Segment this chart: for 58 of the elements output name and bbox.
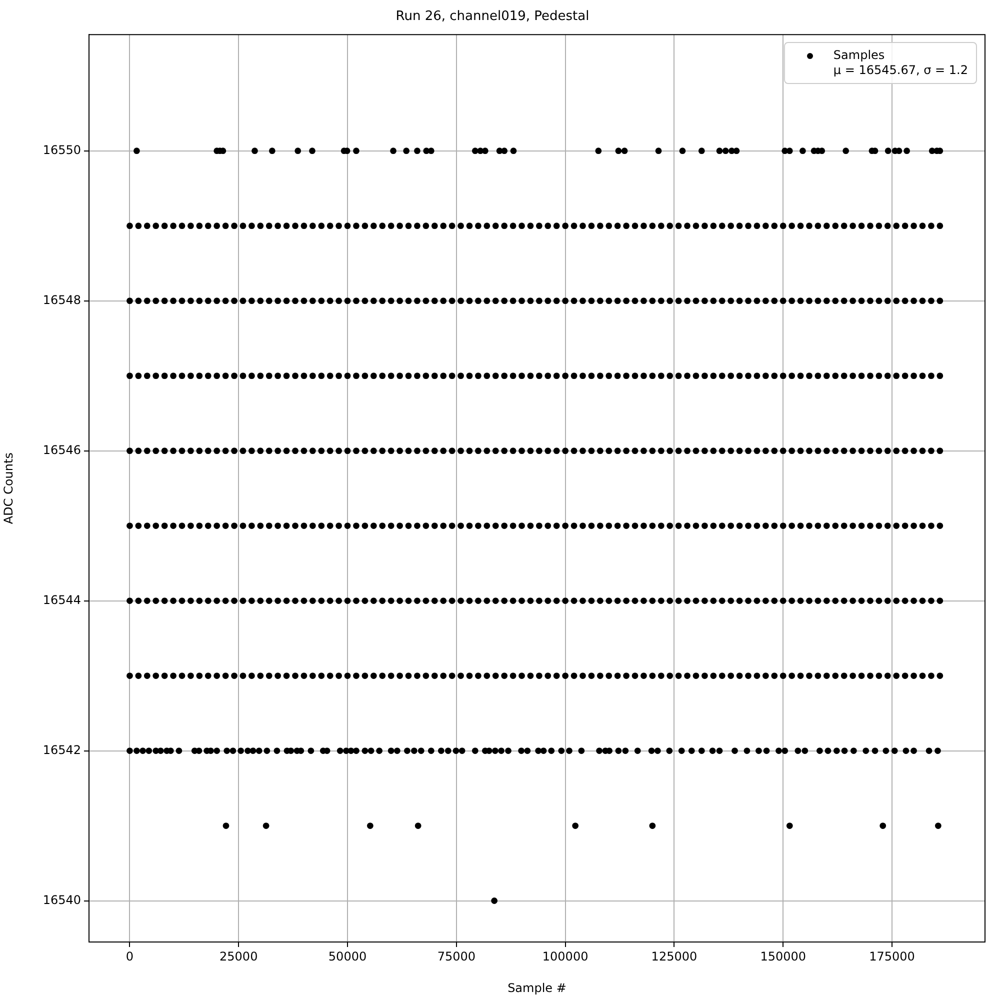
chart-title: Run 26, channel019, Pedestal [396, 9, 590, 24]
point [414, 148, 420, 154]
point [501, 148, 508, 154]
x-tick-label: 50000 [328, 949, 367, 964]
point [786, 148, 793, 154]
y-tick-label: 16540 [42, 892, 81, 907]
legend-label: Samples [833, 48, 886, 63]
y-tick-label: 16546 [42, 442, 81, 457]
point [904, 148, 910, 154]
point [262, 822, 270, 829]
y-tick-label: 16548 [42, 292, 81, 307]
point [615, 148, 622, 154]
x-axis-title: Sample # [508, 980, 566, 995]
annotation: μ = 16545.67, σ = 1.2 [833, 62, 968, 78]
x-tick-label: 75000 [437, 949, 476, 964]
y-tick-label: 16544 [42, 592, 81, 607]
point [353, 148, 360, 154]
point [884, 148, 892, 154]
point [491, 898, 498, 904]
point [880, 822, 886, 829]
point [800, 148, 806, 154]
point [222, 822, 230, 829]
point [428, 148, 434, 154]
point [572, 822, 579, 829]
point [655, 148, 662, 154]
y-tick-label: 16550 [42, 142, 81, 157]
point [268, 148, 276, 154]
point [842, 148, 850, 154]
x-tick-label: 0 [126, 949, 134, 964]
x-tick-label: 150000 [760, 949, 806, 964]
point [309, 148, 316, 154]
point [414, 822, 422, 829]
point [133, 148, 140, 154]
y-axis-title: ADC Counts [1, 452, 16, 524]
point [649, 822, 656, 829]
x-tick-label: 125000 [651, 949, 698, 964]
point [252, 148, 258, 154]
point [294, 148, 302, 154]
point [934, 822, 942, 829]
point [595, 148, 602, 154]
x-tick-label: 175000 [869, 949, 915, 964]
point [818, 148, 826, 154]
y-tick-label: 16542 [42, 742, 81, 757]
point [698, 148, 705, 154]
point [366, 822, 374, 829]
x-tick-label: 25000 [220, 949, 258, 964]
point [510, 148, 517, 154]
point [733, 148, 740, 154]
point [621, 148, 628, 154]
point [482, 148, 488, 154]
x-tick-label: 100000 [542, 949, 588, 964]
point [786, 822, 793, 829]
point [716, 148, 723, 154]
point [472, 148, 478, 154]
point [679, 148, 686, 154]
point [403, 148, 410, 154]
point [390, 148, 396, 154]
point [722, 148, 729, 154]
